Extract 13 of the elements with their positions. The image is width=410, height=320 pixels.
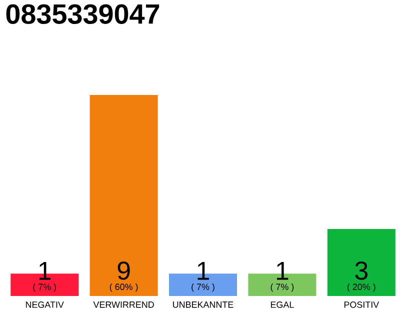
annotation: ( 20% ) <box>348 283 376 292</box>
x-tick-label: POSITIV <box>344 302 380 308</box>
x-tick-label: NEGATIV <box>26 302 64 308</box>
annotation: ( 7% ) <box>33 283 56 292</box>
x-tick-label: UNBEKANNTE <box>173 302 234 308</box>
chart-title: 0835339047 <box>6 4 160 24</box>
x-tick-label: VERWIRREND <box>93 302 154 308</box>
data-label: 9 <box>118 261 130 280</box>
annotation: ( 7% ) <box>192 283 214 292</box>
data-label: 3 <box>355 261 368 280</box>
annotation: ( 60% ) <box>110 283 138 292</box>
annotation: ( 7% ) <box>270 283 294 292</box>
x-tick-label: EGAL <box>270 302 294 308</box>
